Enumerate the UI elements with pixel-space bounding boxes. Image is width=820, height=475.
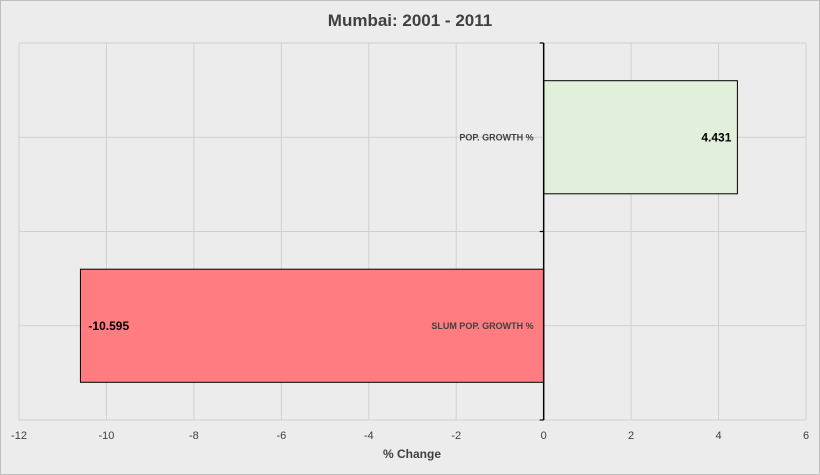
- x-tick-label: -10: [98, 430, 114, 442]
- labels: -12 -10 -8 -6 -4 -2 0 2 4 6 POP. GROWTH % 4.431 SLUM…: [11, 130, 809, 442]
- chart-title: Mumbai: 2001 - 2011: [328, 11, 492, 30]
- x-tick-label: -2: [451, 430, 461, 442]
- data-label: 4.431: [701, 130, 731, 144]
- x-tick-label: -6: [276, 430, 286, 442]
- x-tick-label: 6: [803, 430, 809, 442]
- data-label: -10.595: [88, 319, 129, 333]
- x-tick-label: -12: [11, 430, 27, 442]
- axes: [539, 42, 545, 421]
- category-label: SLUM POP. GROWTH %: [431, 321, 533, 331]
- x-tick-label: 0: [541, 430, 547, 442]
- bar: [543, 80, 738, 195]
- x-tick-label: 4: [715, 430, 721, 442]
- category-label: POP. GROWTH %: [459, 132, 533, 142]
- x-tick-label: -8: [189, 430, 199, 442]
- x-tick-label: -4: [364, 430, 374, 442]
- x-tick-label: 2: [628, 430, 634, 442]
- x-axis-title: % Change: [383, 447, 441, 461]
